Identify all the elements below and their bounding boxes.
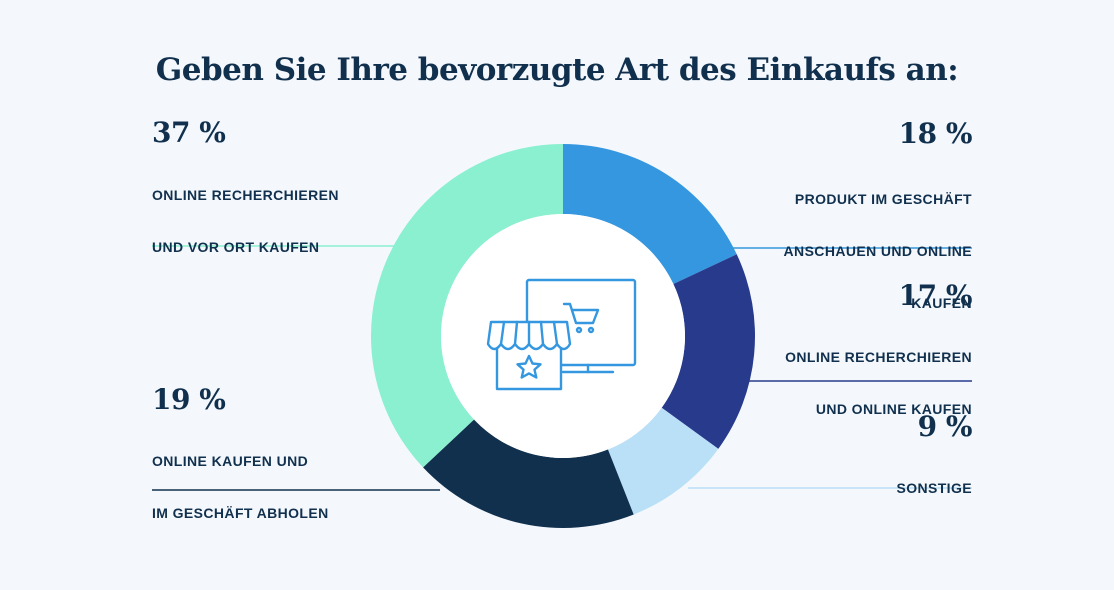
chart-title: Geben Sie Ihre bevorzugte Art des Einkau… — [155, 52, 959, 88]
category-label-line: ONLINE RECHERCHIEREN — [785, 349, 972, 365]
category-label-line: ONLINE RECHERCHIEREN — [152, 187, 339, 203]
category-label-line: SONSTIGE — [896, 480, 972, 496]
category-label-line: KAUFEN — [911, 295, 972, 311]
slice-sonstige — [607, 407, 719, 515]
store-and-monitor-shopping-cart-icon — [486, 278, 637, 391]
value-label-produkt-im-geschaeft: 18 % — [898, 117, 973, 150]
category-label-online-recherchieren-vor-ort: ONLINE RECHERCHIEREN UND VOR ORT KAUFEN — [152, 156, 339, 286]
category-label-line: IM GESCHÄFT ABHOLEN — [152, 505, 329, 521]
category-label-line: UND VOR ORT KAUFEN — [152, 239, 320, 255]
slice-online-recherchieren-online-kaufen — [661, 254, 755, 449]
slice-online-kaufen-abholen — [423, 419, 634, 528]
category-label-line: ANSCHAUEN UND ONLINE — [783, 243, 972, 259]
slice-produkt-im-geschaeft — [563, 144, 737, 285]
category-label-line: PRODUKT IM GESCHÄFT — [794, 191, 972, 207]
leader-lines — [152, 245, 972, 491]
category-label-line: UND ONLINE KAUFEN — [815, 401, 972, 417]
category-label-line: ONLINE KAUFEN UND — [152, 453, 309, 469]
value-label-online-kaufen-abholen: 19 % — [152, 383, 226, 416]
value-label-online-recherchieren-online-kaufen: 17 % — [898, 279, 973, 312]
value-label-sonstige: 9 % — [917, 410, 973, 443]
category-label-online-kaufen-abholen: ONLINE KAUFEN UND IM GESCHÄFT ABHOLEN — [152, 422, 329, 552]
value-label-online-recherchieren-vor-ort: 37 % — [152, 116, 226, 149]
slice-online-recherchieren-vor-ort — [371, 144, 563, 468]
category-label-online-recherchieren-online-kaufen: ONLINE RECHERCHIEREN UND ONLINE KAUFEN — [785, 318, 972, 448]
category-label-produkt-im-geschaeft: PRODUKT IM GESCHÄFT ANSCHAUEN UND ONLINE… — [784, 160, 972, 342]
category-label-sonstige: SONSTIGE — [896, 449, 972, 527]
